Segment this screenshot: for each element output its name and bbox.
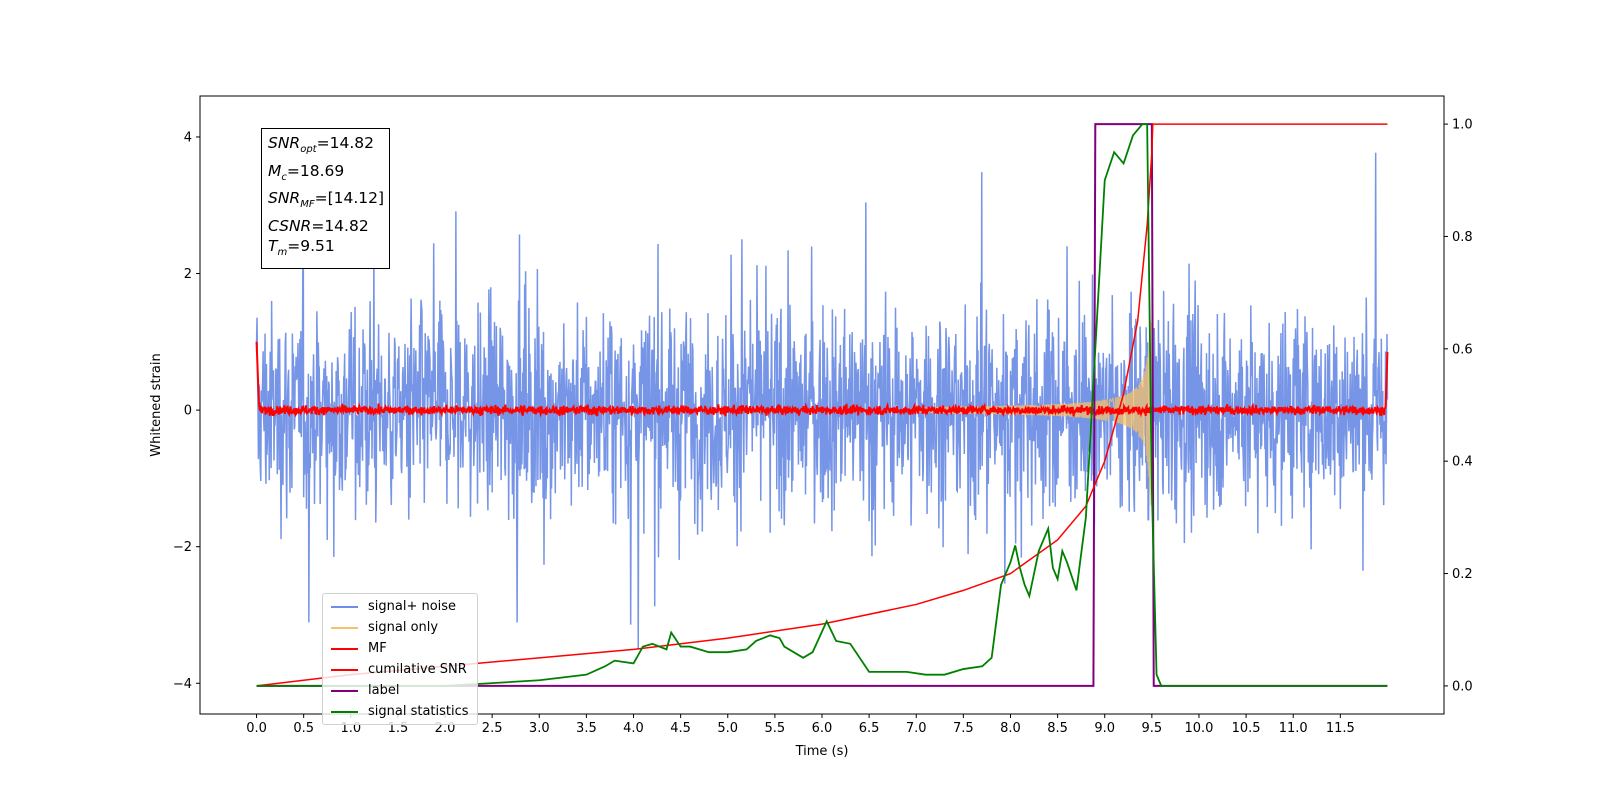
- legend-swatch-label: [331, 689, 358, 692]
- x-tick-label: 3.0: [529, 721, 550, 736]
- x-tick-label: 5.0: [717, 721, 738, 736]
- x-tick-label: 6.0: [812, 721, 833, 736]
- legend-swatch-signal-noise: [331, 605, 358, 608]
- legend-item-signal-noise: signal+ noise: [323, 596, 477, 617]
- x-tick-label: 9.5: [1142, 721, 1163, 736]
- x-tick-label: 2.5: [482, 721, 503, 736]
- y-axis-right: 1.0 0.8 0.6 0.4 0.2 0.0: [1444, 118, 1473, 694]
- x-tick-label: 4.0: [623, 721, 644, 736]
- legend-swatch-mf: [331, 647, 358, 650]
- legend-item-mf: MF: [323, 638, 477, 659]
- x-tick-label: 6.5: [859, 721, 880, 736]
- y-right-tick-label: 0.0: [1452, 679, 1473, 694]
- x-axis-label: Time (s): [795, 744, 849, 759]
- x-tick-label: 3.5: [576, 721, 597, 736]
- x-tick-label: 11.5: [1326, 721, 1355, 736]
- y-right-tick-label: 0.2: [1452, 567, 1473, 582]
- y-right-tick-label: 0.6: [1452, 342, 1473, 357]
- x-tick-label: 9.0: [1094, 721, 1115, 736]
- legend-item-signal-only: signal only: [323, 617, 477, 638]
- y-right-tick-label: 1.0: [1452, 118, 1473, 133]
- y-axis-left: 4 2 0 −2 −4: [173, 130, 200, 692]
- series-signal-statistics: [256, 123, 1388, 687]
- legend-label-cumulative-snr: cumilative SNR: [368, 662, 467, 677]
- x-tick-label: 0.5: [293, 721, 314, 736]
- x-tick-label: 10.0: [1184, 721, 1213, 736]
- y-right-tick-label: 0.8: [1452, 230, 1473, 245]
- annotation-chirp-mass: Mc=18.69: [268, 161, 345, 183]
- legend-label-signal-only: signal only: [368, 620, 439, 635]
- legend-item-label: label: [323, 680, 477, 701]
- legend-swatch-cumulative-snr: [331, 668, 358, 671]
- x-tick-label: 8.0: [1000, 721, 1021, 736]
- annotation-tm: Tm=9.51: [268, 237, 335, 259]
- legend-label-label: label: [368, 683, 400, 698]
- x-tick-label: 7.5: [953, 721, 974, 736]
- plot-area: [255, 123, 1389, 687]
- y-left-tick-label: 0: [184, 404, 192, 419]
- x-tick-label: 0.0: [246, 721, 267, 736]
- y-axis-label-left: Whitened strain: [149, 353, 164, 456]
- x-tick-label: 5.5: [765, 721, 786, 736]
- x-tick-label: 8.5: [1047, 721, 1068, 736]
- y-left-tick-label: 2: [184, 267, 192, 282]
- legend-swatch-signal-only: [331, 626, 358, 629]
- series-cumulative-snr: [256, 123, 1388, 687]
- legend-label-signal-statistics: signal statistics: [368, 704, 469, 719]
- y-left-tick-label: −4: [173, 677, 192, 692]
- legend-label-signal-noise: signal+ noise: [368, 599, 457, 614]
- series-mf: [255, 341, 1389, 418]
- series-signal-noise: [255, 152, 1389, 650]
- legend-item-signal-statistics: signal statistics: [323, 701, 477, 722]
- x-tick-label: 4.5: [670, 721, 691, 736]
- x-tick-label: 11.0: [1279, 721, 1308, 736]
- annotation-snr-opt: SNRopt=14.82: [268, 134, 374, 156]
- y-left-tick-label: −2: [173, 540, 192, 555]
- y-right-tick-label: 0.4: [1452, 455, 1473, 470]
- legend: signal+ noise signal only MF cumilative …: [322, 593, 478, 725]
- x-tick-label: 10.5: [1232, 721, 1261, 736]
- annotation-box: SNRopt=14.82 Mc=18.69 SNRMF=[14.12] CSNR…: [261, 128, 391, 269]
- annotation-csnr: CSNR=14.82: [268, 216, 369, 235]
- legend-swatch-signal-statistics: [331, 710, 358, 713]
- legend-item-cumulative-snr: cumilative SNR: [323, 659, 477, 680]
- x-axis: 0.0 0.5 1.0 1.5 2.0 2.5 3.0 3.5 4.0 4.5 5.0 5.5 6.0 6…: [246, 714, 1355, 736]
- legend-label-mf: MF: [368, 641, 387, 656]
- annotation-snr-mf: SNRMF=[14.12]: [268, 189, 385, 211]
- y-left-tick-label: 4: [184, 130, 192, 145]
- x-tick-label: 7.0: [906, 721, 927, 736]
